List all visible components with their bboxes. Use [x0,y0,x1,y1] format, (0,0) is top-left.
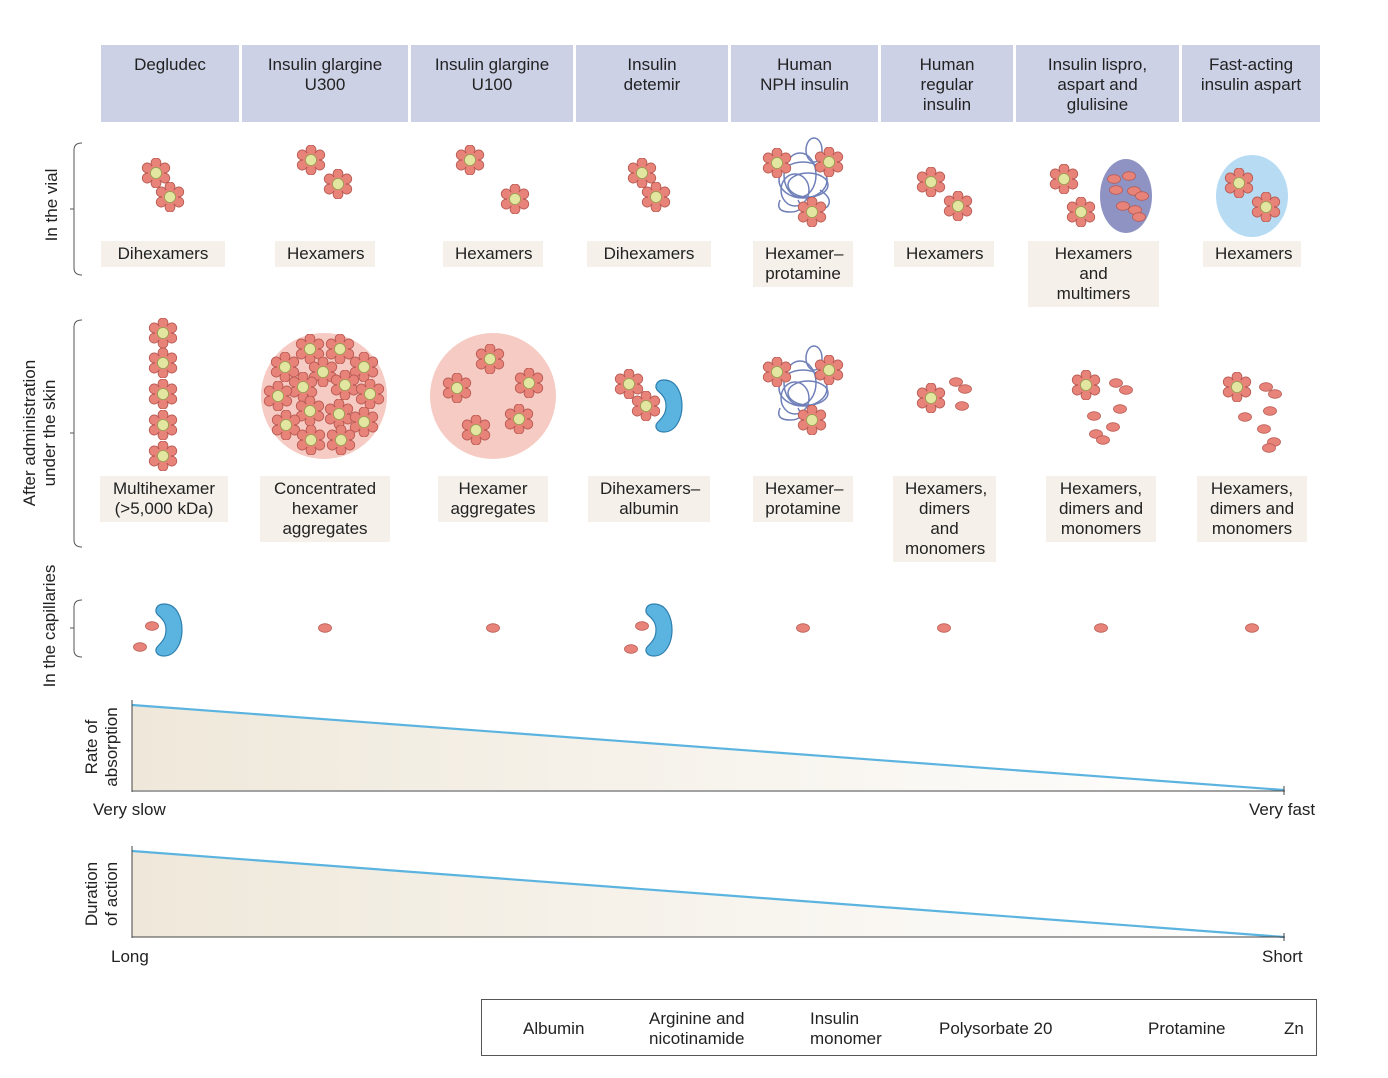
skin-degludec-multihexamer [148,318,178,471]
header-regular: Human regular insulin [881,45,1013,122]
legend-polysorbate-label: Polysorbate 20 [939,1018,1053,1038]
vial-label-regular: Hexamers [894,241,994,267]
absorption-left-label: Very slow [93,800,166,819]
duration-left-label: Long [111,947,149,966]
skin-label-lispro: Hexamers, dimers and monomers [1046,476,1156,542]
duration-right-label: Short [1262,947,1303,966]
header-lispro: Insulin lispro, aspart and glulisine [1016,45,1179,122]
vial-fast-aspart-hexamers [1216,155,1288,237]
vial-label-degludec: Dihexamers [101,241,225,267]
vial-label-lispro: Hexamers and multimers [1028,241,1159,307]
skin-glargine-u100-aggregates [430,333,556,459]
skin-detemir-dihexamer-albumin [614,369,683,433]
header-detemir: Insulin detemir [576,45,728,122]
capillary-degludec [133,603,183,657]
vial-row-bracket [73,142,83,276]
skin-regular-mix [916,377,972,413]
capillary-nph-monomer [796,623,810,633]
capillary-row-bracket [73,599,83,658]
legend-arginine-label: Arginine and nicotinamide [649,1008,745,1048]
legend: Albumin Arginine and nicotinamide Insuli… [481,999,1317,1056]
vial-regular-hexamers [916,167,973,221]
vial-detemir-dihexamer [627,158,671,212]
capillary-lispro-monomer [1094,623,1108,633]
header-nph: Human NPH insulin [731,45,878,122]
skin-label-nph: Hexamer– protamine [753,476,853,522]
capillary-glargine-u300-monomer [318,623,332,633]
vial-label-nph: Hexamer– protamine [753,241,853,287]
skin-lispro-mix [1071,370,1133,445]
vial-nph-hexamer-protamine [762,137,844,227]
skin-label-fast-aspart: Hexamers, dimers and monomers [1197,476,1307,542]
vial-label-detemir: Dihexamers [587,241,711,267]
skin-glargine-u300-aggregates [261,333,387,459]
vial-lispro-hexamers-multimers [1049,159,1152,233]
vial-glargine-u100-hexamers [455,145,530,214]
legend-monomer-label: Insulin monomer [810,1008,882,1048]
skin-label-glargine-u300: Concentrated hexamer aggregates [260,476,390,542]
vial-label-glargine-u100: Hexamers [443,241,543,267]
duration-wedge [131,846,1285,941]
header-glargine-u100: Insulin glargine U100 [411,45,573,122]
header-fast-aspart: Fast-acting insulin aspart [1182,45,1320,122]
capillary-regular-monomer [937,623,951,633]
vial-label-fast-aspart: Hexamers [1203,241,1301,267]
skin-nph-hexamer-protamine [762,345,844,435]
capillary-fast-aspart-monomer [1245,623,1259,633]
capillary-glargine-u100-monomer [486,623,500,633]
header-glargine-u300: Insulin glargine U300 [242,45,408,122]
vial-glargine-u300-hexamers [296,145,353,199]
legend-albumin-label: Albumin [523,1018,585,1038]
vial-degludec-dihexamer [141,158,185,212]
skin-label-regular: Hexamers, dimers and monomers [893,476,996,562]
skin-fast-aspart-mix [1222,372,1282,453]
skin-label-detemir: Dihexamers– albumin [588,476,710,522]
skin-label-glargine-u100: Hexamer aggregates [438,476,548,522]
capillary-detemir [624,603,673,657]
skin-label-degludec: Multihexamer (>5,000 kDa) [100,476,228,522]
absorption-right-label: Very fast [1249,800,1316,819]
skin-row-bracket [73,319,83,548]
legend-zn-label: Zn [1284,1018,1304,1038]
absorption-wedge [131,700,1285,795]
vial-label-glargine-u300: Hexamers [275,241,375,267]
header-degludec: Degludec [101,45,239,122]
legend-protamine-label: Protamine [1148,1018,1226,1038]
